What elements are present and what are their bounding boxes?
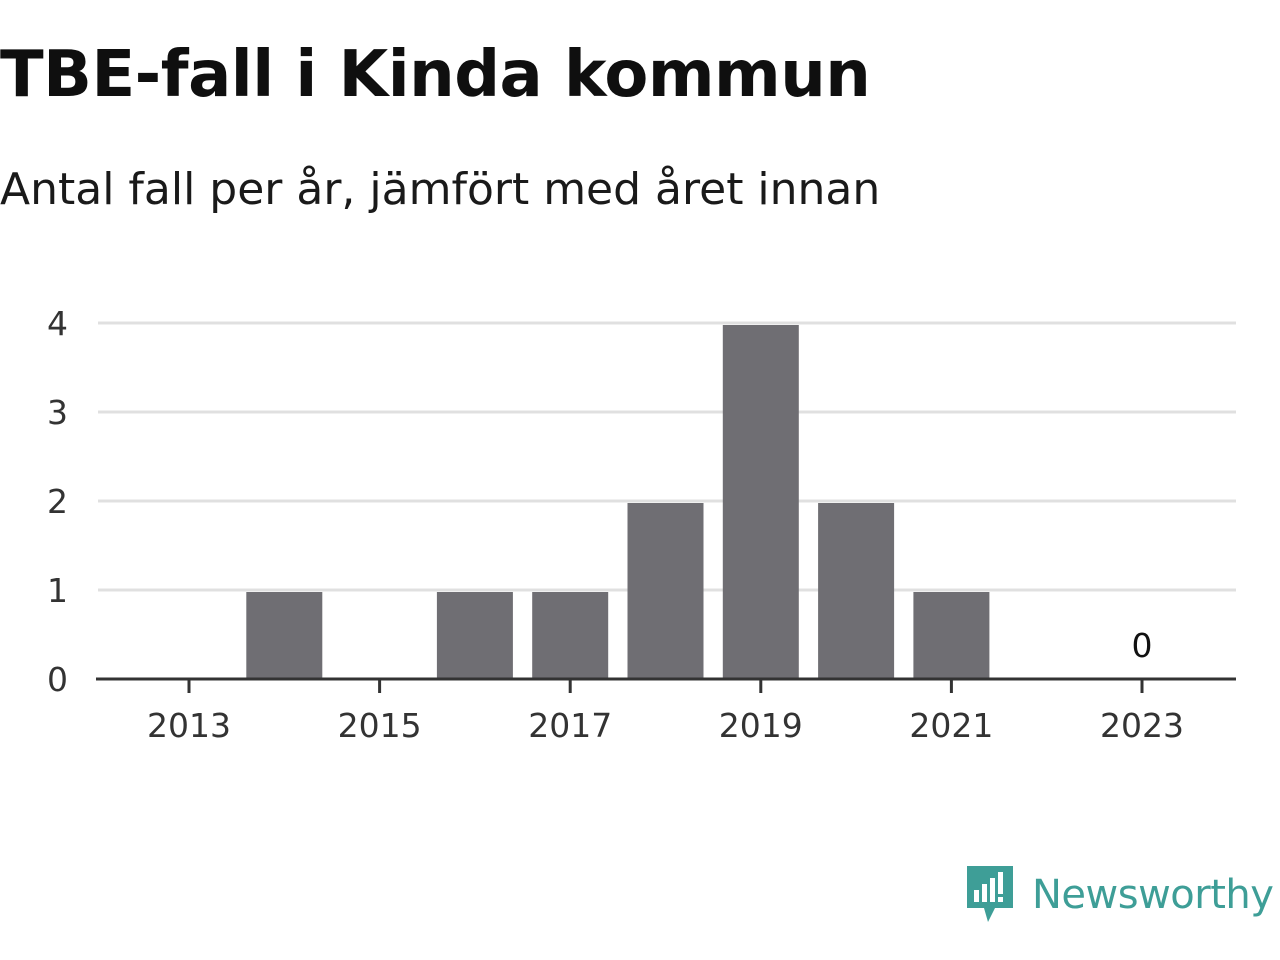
y-tick-label: 1: [47, 571, 68, 610]
chart-subtitle: Antal fall per år, jämfört med året inna…: [0, 164, 881, 215]
x-tick-label: 2023: [1100, 706, 1184, 745]
x-tick-label: 2019: [719, 706, 803, 745]
x-axis-ticks: 2013 2015 2017 2019 2021 2023: [147, 679, 1184, 745]
bar: [436, 592, 513, 679]
data-labels: 0: [1132, 626, 1153, 665]
x-tick-label: 2013: [147, 706, 231, 745]
newsworthy-logo-icon: [967, 866, 1013, 922]
x-tick-label: 2017: [528, 706, 612, 745]
bar: [913, 592, 990, 679]
chart-title: TBE-fall i Kinda kommun: [0, 38, 871, 112]
y-axis-ticks: 0 1 2 3 4: [47, 304, 68, 699]
brand-name: Newsworthy: [1032, 872, 1274, 918]
data-label: 0: [1132, 626, 1153, 665]
y-tick-label: 2: [47, 482, 68, 521]
bar: [627, 503, 704, 679]
y-tick-label: 0: [47, 660, 68, 699]
bar: [532, 592, 609, 679]
newsworthy-logo: Newsworthy: [964, 864, 1274, 926]
y-tick-label: 4: [47, 304, 68, 343]
bar: [818, 503, 895, 679]
bar: [722, 325, 799, 679]
bars: [246, 325, 990, 679]
bar: [246, 592, 323, 679]
x-tick-label: 2021: [909, 706, 993, 745]
y-tick-label: 3: [47, 393, 68, 432]
x-tick-label: 2015: [338, 706, 422, 745]
